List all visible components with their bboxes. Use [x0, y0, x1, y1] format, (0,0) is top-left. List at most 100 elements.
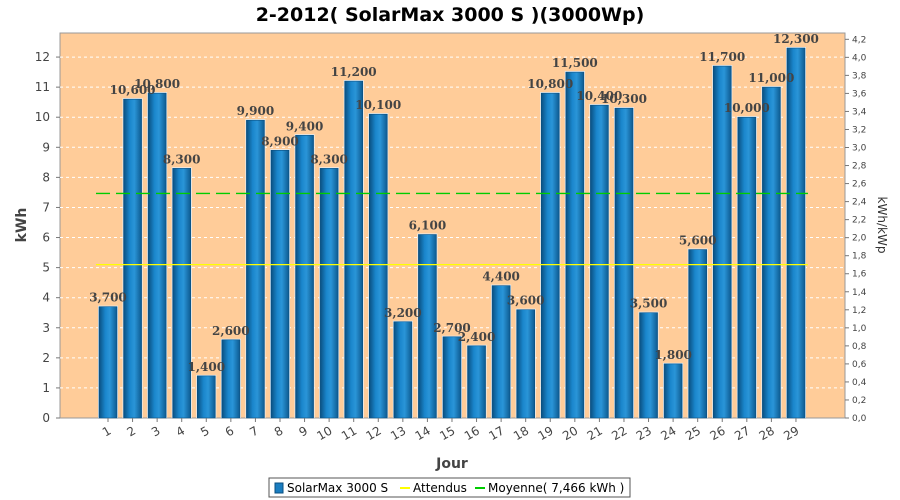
- y-right-tick-label: 3,6: [852, 89, 867, 99]
- bar: [590, 104, 609, 419]
- data-label: 3,700: [89, 291, 127, 305]
- bar: [467, 345, 486, 419]
- y-right-tick-label: 3,2: [852, 125, 866, 135]
- y-tick-label: 6: [42, 231, 50, 245]
- x-tick-label: 19: [536, 423, 556, 443]
- x-tick-label: 18: [511, 423, 531, 443]
- legend-item-solarmax: SolarMax 3000 S: [287, 481, 388, 495]
- data-label: 11,700: [699, 50, 745, 64]
- right-axis: 0,0 0,2 0,4 0,6 0,8 1,0 1,2 1,4 1,6 1,8 2,0 2,2 2,4 2…: [845, 35, 867, 424]
- bar: [516, 309, 535, 419]
- y-axis-label: kWh: [14, 208, 30, 243]
- data-label: 8,300: [163, 152, 201, 166]
- bar: [442, 336, 462, 419]
- y-right-tick-label: 1,8: [852, 252, 867, 262]
- data-label: 8,300: [310, 152, 348, 166]
- y-right-tick-label: 2,0: [852, 234, 867, 244]
- bar: [663, 363, 683, 419]
- y-tick-label: 9: [42, 140, 50, 154]
- data-label: 3,200: [384, 306, 422, 320]
- y-right-tick-label: 4,2: [852, 35, 866, 45]
- x-tick-label: 20: [560, 423, 580, 443]
- bar: [393, 321, 413, 419]
- data-label: 9,900: [237, 104, 275, 118]
- bar: [737, 116, 757, 419]
- data-label: 10,300: [601, 92, 647, 106]
- x-tick-label: 5: [198, 423, 212, 439]
- data-label: 10,600: [110, 83, 156, 97]
- y-right-tick-label: 1,2: [852, 306, 866, 316]
- bar: [319, 168, 339, 419]
- y-tick-label: 10: [35, 110, 50, 124]
- y-right-tick-label: 3,0: [852, 144, 867, 154]
- reference-lines: [96, 192, 808, 266]
- x-tick-label: 6: [223, 423, 237, 439]
- x-tick-label: 11: [339, 423, 359, 443]
- bar: [639, 312, 658, 419]
- x-tick-label: 23: [634, 423, 654, 443]
- y-right-tick-label: 2,4: [852, 198, 867, 208]
- x-tick-label: 26: [708, 423, 728, 443]
- bar: [172, 168, 192, 419]
- x-tick-label: 4: [174, 423, 188, 439]
- y-tick-label: 8: [42, 170, 50, 184]
- bar: [565, 71, 585, 419]
- legend-item-attendus: Attendus: [413, 481, 467, 495]
- bar: [786, 47, 806, 419]
- y-tick-label: 12: [35, 50, 50, 64]
- bar: [246, 119, 265, 419]
- y-tick-label: 11: [35, 80, 50, 94]
- bar: [688, 249, 707, 419]
- x-tick-label: 7: [247, 423, 261, 439]
- y-tick-label: 5: [42, 261, 50, 275]
- x-tick-label: 22: [609, 423, 629, 443]
- data-label: 5,600: [679, 234, 717, 248]
- data-label: 3,600: [507, 294, 545, 308]
- x-tick-label: 2: [124, 423, 138, 439]
- y-right-tick-label: 2,8: [852, 162, 867, 172]
- legend-box: [268, 477, 631, 498]
- y-tick-label: 4: [42, 291, 50, 305]
- x-tick-label: 28: [757, 423, 777, 443]
- y-axis-right-label: kWh/kWp: [875, 197, 889, 254]
- data-label: 2,600: [212, 324, 250, 338]
- x-tick-label: 9: [296, 423, 310, 439]
- bar: [196, 375, 216, 419]
- data-label: 10,800: [527, 77, 573, 91]
- data-label: 8,900: [261, 134, 299, 148]
- y-right-tick-label: 2,2: [852, 216, 866, 226]
- data-label: 2,700: [433, 321, 471, 335]
- y-right-tick-label: 1,6: [852, 270, 867, 280]
- bar: [614, 107, 634, 419]
- bar: [344, 80, 364, 419]
- x-tick-label: 27: [732, 423, 752, 443]
- legend-item-moyenne: Moyenne( 7,466 kWh ): [488, 481, 624, 495]
- data-label: 11,500: [552, 56, 598, 70]
- y-right-tick-label: 0,4: [852, 378, 867, 388]
- bar: [147, 92, 167, 419]
- y-right-tick-label: 3,4: [852, 107, 867, 117]
- y-tick-label: 0: [42, 411, 50, 425]
- data-label: 12,300: [773, 32, 819, 46]
- data-label: 11,200: [331, 65, 377, 79]
- y-tick-label: 3: [42, 321, 50, 335]
- x-tick-label: 1: [100, 423, 114, 439]
- y-right-tick-label: 1,0: [852, 324, 867, 334]
- data-label: 6,100: [409, 219, 447, 233]
- y-right-tick-label: 0,6: [852, 360, 867, 370]
- data-label: 11,000: [748, 71, 794, 85]
- y-right-tick-label: 3,8: [852, 71, 867, 81]
- y-right-tick-label: 0,8: [852, 342, 867, 352]
- bar: [270, 150, 290, 419]
- y-right-tick-label: 1,4: [852, 288, 867, 298]
- data-label: 10,800: [134, 77, 180, 91]
- bar: [98, 306, 118, 419]
- bar: [540, 92, 560, 419]
- chart-title: 2-2012( SolarMax 3000 S )(3000Wp): [256, 4, 645, 26]
- x-tick-label: 13: [388, 423, 408, 443]
- y-right-tick-label: 2,6: [852, 180, 867, 190]
- x-tick-label: 14: [413, 423, 433, 443]
- data-label: 10,000: [724, 101, 770, 115]
- data-label: 9,400: [286, 119, 324, 133]
